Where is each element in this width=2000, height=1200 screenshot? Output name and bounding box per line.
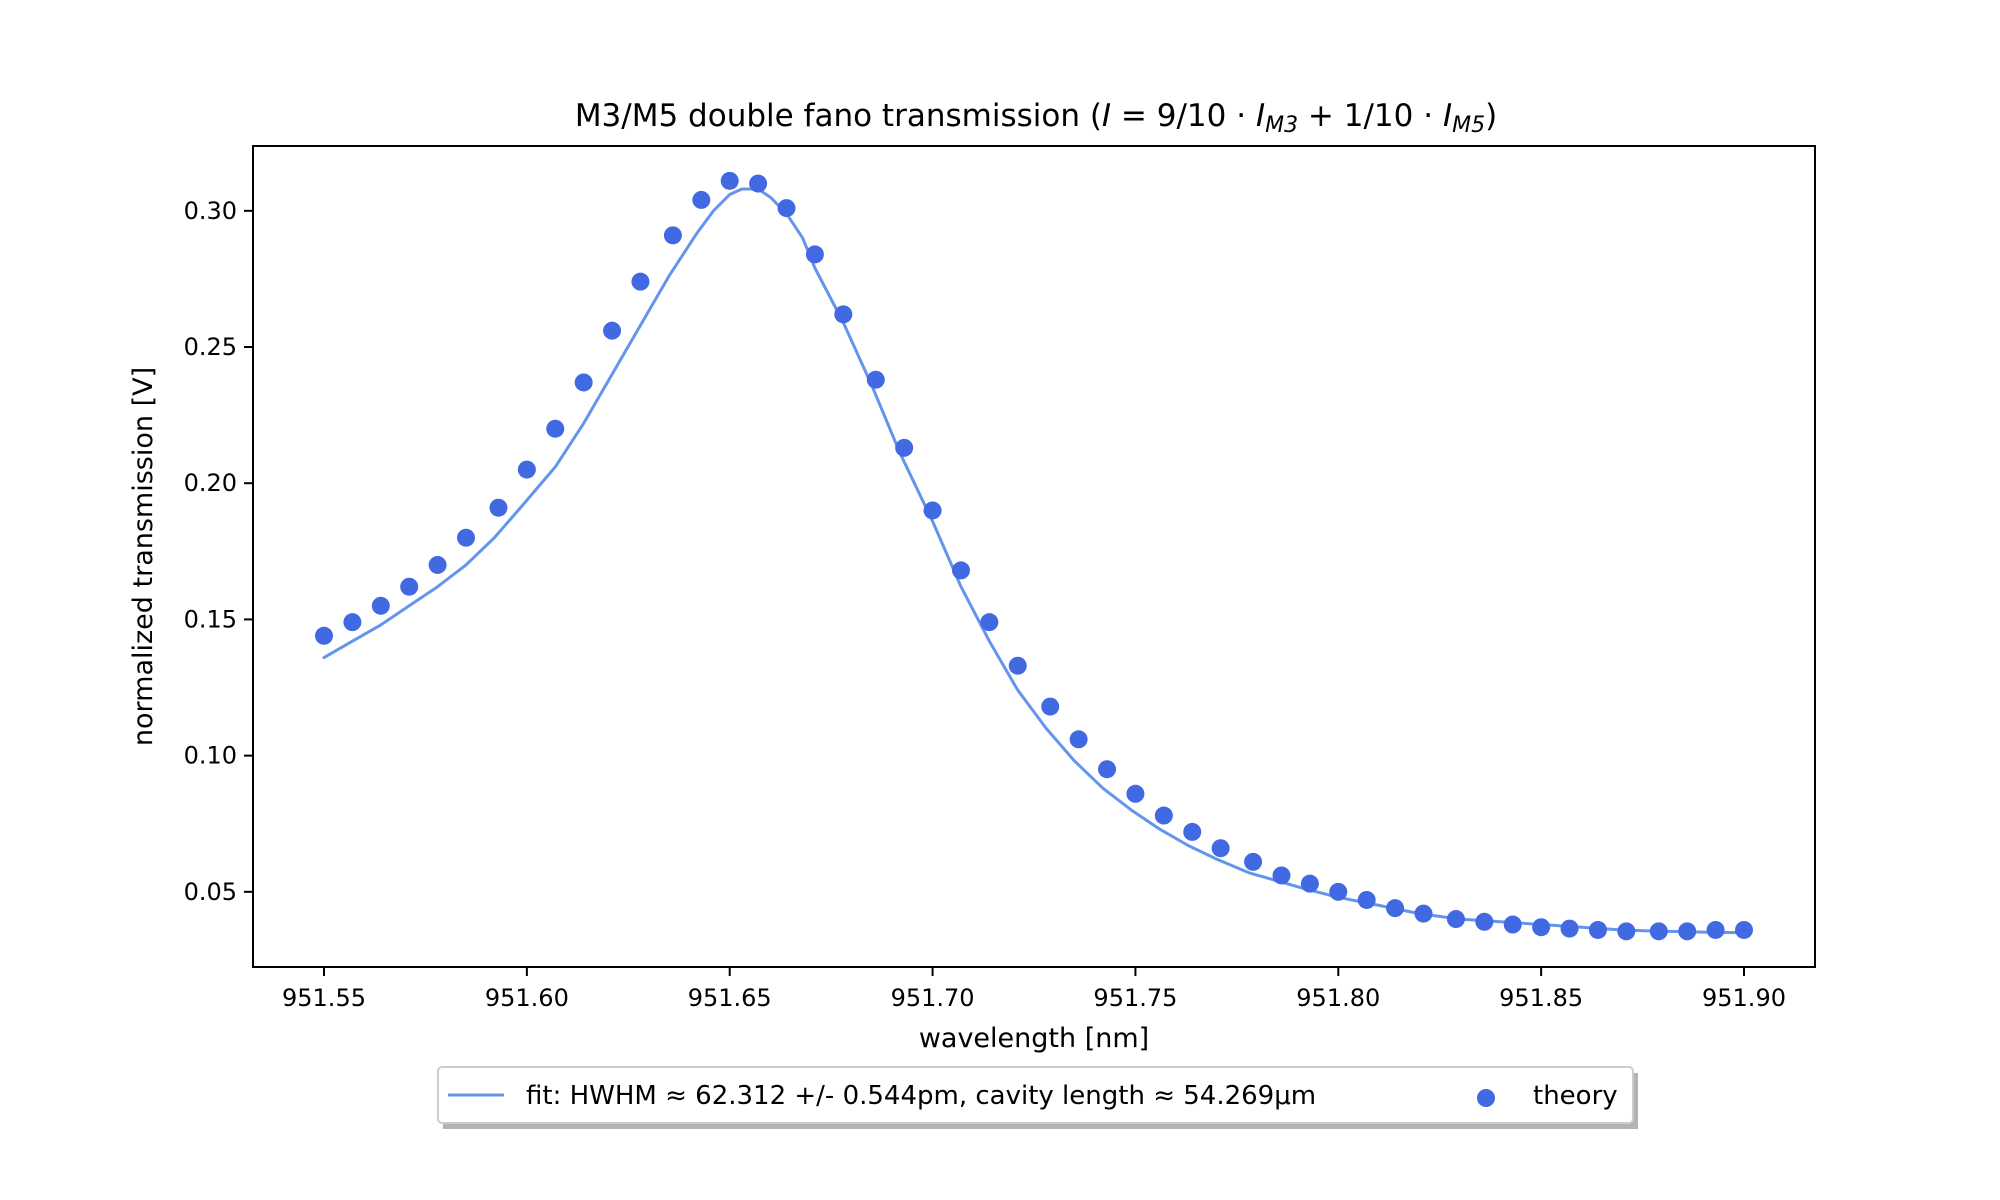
scatter-point bbox=[1329, 882, 1348, 901]
scatter-point bbox=[546, 419, 565, 438]
scatter-point bbox=[1503, 915, 1522, 934]
legend-swatch-theory bbox=[1477, 1089, 1495, 1107]
y-axis-label: normalized transmission [V] bbox=[128, 367, 159, 746]
scatter-point bbox=[1300, 874, 1319, 893]
scatter-point bbox=[980, 613, 999, 632]
scatter-point bbox=[1008, 656, 1027, 675]
x-tick-label: 951.60 bbox=[485, 984, 569, 1012]
chart-title-formula-part: I bbox=[1102, 98, 1111, 134]
legend: fit: HWHM ≈ 62.312 +/- 0.544pm, cavity l… bbox=[437, 1066, 1638, 1129]
series-line-fit bbox=[322, 187, 1746, 935]
x-tick-label: 951.55 bbox=[282, 984, 366, 1012]
scatter-point bbox=[1446, 910, 1465, 929]
scatter-point bbox=[1244, 852, 1263, 871]
scatter-point bbox=[1386, 899, 1405, 918]
scatter-point bbox=[1126, 784, 1145, 803]
chart-title-formula-part: ) bbox=[1485, 98, 1497, 134]
scatter-point bbox=[343, 613, 362, 632]
scatter-point bbox=[1154, 806, 1173, 825]
scatter-point bbox=[1706, 920, 1725, 939]
scatter-point bbox=[1357, 890, 1376, 909]
scatter-point bbox=[517, 460, 536, 479]
chart-title-main: M3/M5 double fano transmission ( bbox=[575, 98, 1102, 134]
scatter-series-theory bbox=[315, 171, 1753, 941]
scatter-point bbox=[692, 190, 711, 209]
scatter-point bbox=[457, 528, 475, 547]
x-tick-label: 951.75 bbox=[1093, 984, 1177, 1012]
scatter-point bbox=[1414, 904, 1433, 923]
x-axis: 951.55 951.60 951.65 951.70 951.75 951.80 951.… bbox=[282, 967, 1786, 1012]
y-tick-label: 0.30 bbox=[184, 197, 237, 225]
scatter-point bbox=[749, 174, 768, 193]
y-axis: 0.05 0.10 0.15 0.20 0.25 0.30 bbox=[184, 197, 253, 906]
y-tick-label: 0.10 bbox=[184, 742, 237, 770]
scatter-point bbox=[371, 596, 390, 615]
scatter-point bbox=[1617, 922, 1636, 941]
chart-title-formula-part: + 1/10 · bbox=[1298, 98, 1443, 134]
x-tick-label: 951.65 bbox=[688, 984, 772, 1012]
scatter-point bbox=[1649, 922, 1668, 941]
scatter-point bbox=[315, 626, 333, 645]
legend-entry-fit: fit: HWHM ≈ 62.312 +/- 0.544pm, cavity l… bbox=[526, 1081, 1316, 1111]
chart-title-formula-part: M5 bbox=[1452, 113, 1485, 138]
scatter-point bbox=[1560, 919, 1579, 938]
legend-box bbox=[437, 1066, 1634, 1124]
scatter-point bbox=[1211, 839, 1230, 858]
scatter-point bbox=[1735, 920, 1753, 939]
scatter-point bbox=[428, 555, 447, 574]
y-tick-label: 0.05 bbox=[184, 878, 237, 906]
scatter-point bbox=[574, 373, 593, 392]
scatter-point bbox=[923, 501, 942, 520]
scatter-point bbox=[1588, 920, 1607, 939]
x-tick-label: 951.90 bbox=[1702, 984, 1786, 1012]
scatter-point bbox=[663, 226, 682, 245]
chart-title: M3/M5 double fano transmission (I = 9/10… bbox=[575, 98, 1497, 138]
scatter-point bbox=[805, 245, 824, 264]
scatter-point bbox=[1475, 912, 1494, 931]
x-tick-label: 951.85 bbox=[1499, 984, 1583, 1012]
y-tick-label: 0.15 bbox=[184, 605, 237, 633]
plot-frame bbox=[252, 145, 1816, 968]
x-axis-label: wavelength [nm] bbox=[919, 1023, 1149, 1054]
scatter-point bbox=[720, 171, 739, 190]
chart-title-formula-part: M3 bbox=[1265, 113, 1298, 138]
scatter-point bbox=[603, 321, 622, 340]
scatter-point bbox=[951, 561, 970, 580]
y-tick-label: 0.20 bbox=[184, 469, 237, 497]
x-tick-label: 951.80 bbox=[1296, 984, 1380, 1012]
scatter-point bbox=[866, 370, 885, 389]
scatter-point bbox=[1183, 822, 1202, 841]
x-tick-label: 951.70 bbox=[891, 984, 975, 1012]
scatter-point bbox=[400, 577, 419, 596]
scatter-point bbox=[834, 305, 853, 324]
scatter-point bbox=[489, 498, 508, 517]
scatter-point bbox=[777, 199, 796, 218]
scatter-point bbox=[1069, 730, 1088, 749]
scatter-point bbox=[631, 272, 650, 291]
scatter-point bbox=[1272, 866, 1291, 885]
scatter-point bbox=[1041, 697, 1060, 716]
scatter-point bbox=[1678, 922, 1697, 941]
scatter-point bbox=[1098, 760, 1117, 779]
chart-title-formula-part: I bbox=[1256, 98, 1265, 134]
scatter-point bbox=[895, 438, 914, 457]
y-tick-label: 0.25 bbox=[184, 333, 237, 361]
legend-entry-theory: theory bbox=[1533, 1081, 1618, 1111]
plot-area bbox=[315, 171, 1753, 941]
scatter-point bbox=[1532, 918, 1551, 937]
chart-title-formula-part: I bbox=[1443, 98, 1452, 134]
chart-title-formula-part: = 9/10 · bbox=[1111, 98, 1256, 134]
